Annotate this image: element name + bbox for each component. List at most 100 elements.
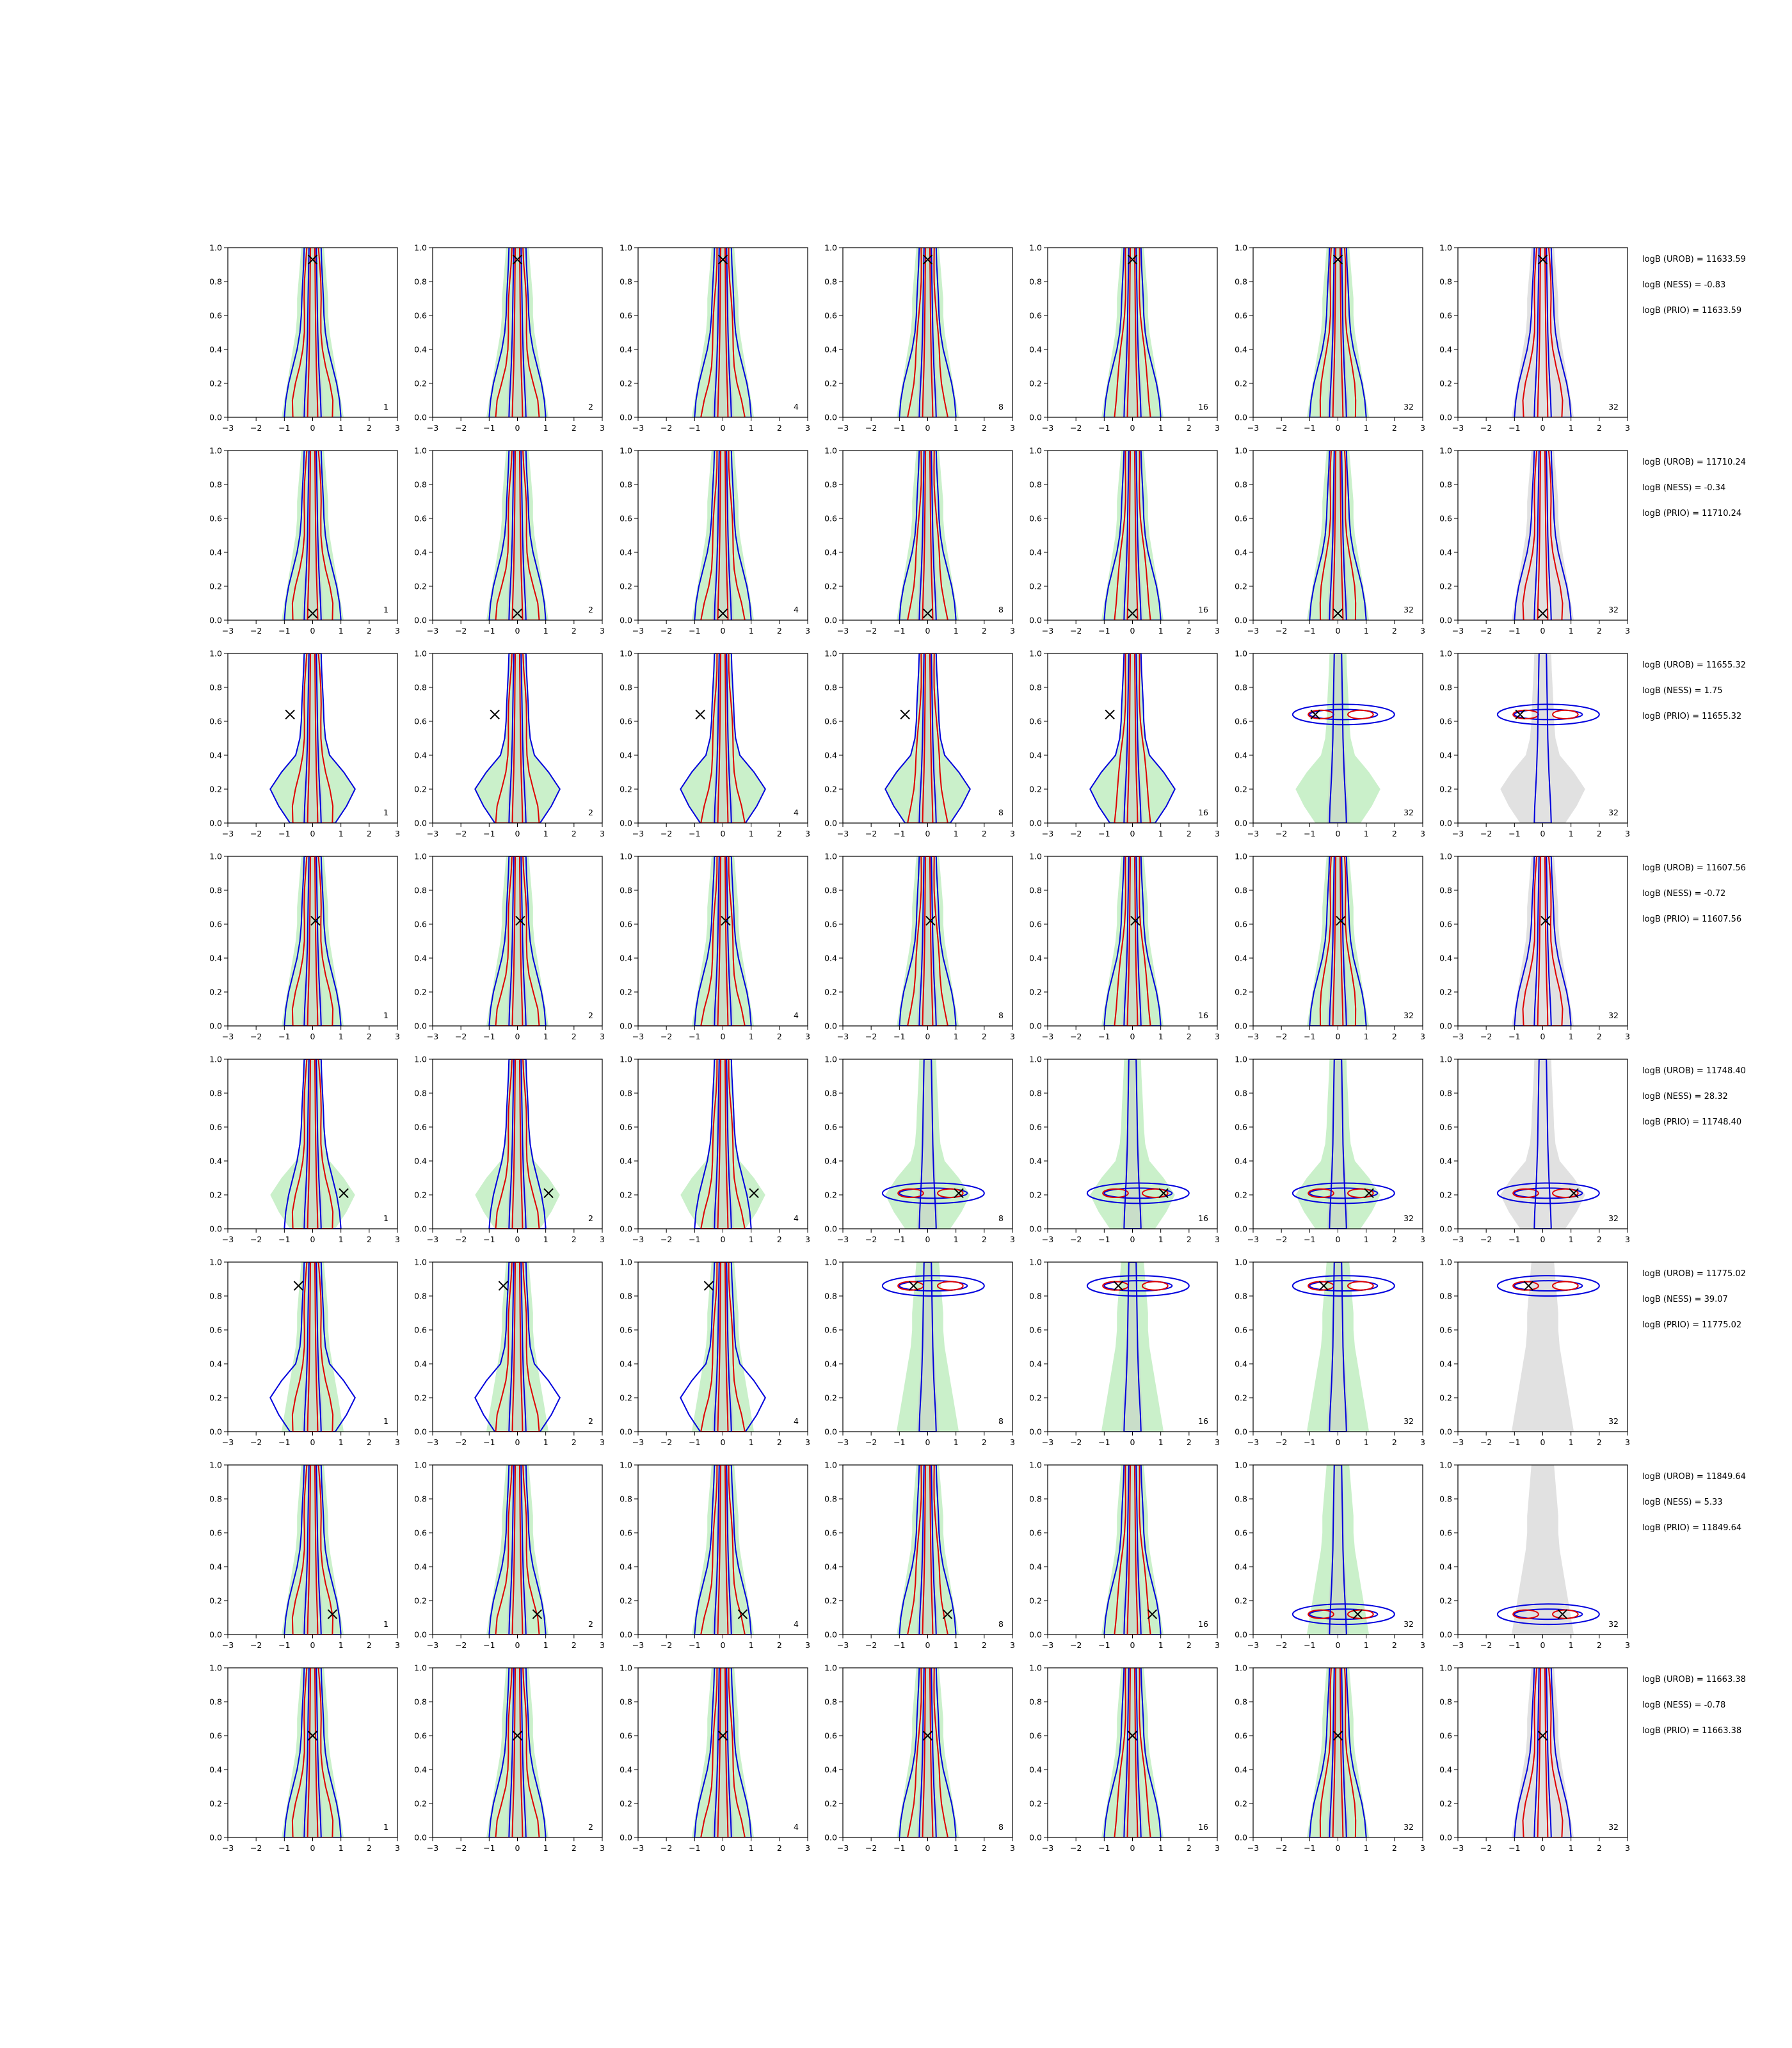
y-tick-label: 0.0: [1439, 1427, 1452, 1437]
contour-blue: [1123, 248, 1142, 417]
y-tick-label: 0.0: [414, 413, 427, 422]
x-tick-label: 2: [1187, 829, 1192, 838]
true-value-marker: [1557, 1609, 1568, 1619]
x-tick-label: −1: [278, 829, 290, 838]
contour-blue: [899, 248, 957, 417]
x-tick-label: −3: [837, 1640, 849, 1650]
x-tick-label: 3: [1215, 423, 1220, 433]
y-tick-label: 0.6: [620, 920, 632, 929]
x-tick-label: 1: [1364, 829, 1369, 838]
contour-red: [907, 1465, 948, 1635]
subplot-r4-c4: −3 −2 −1 0 1 2 3 0.0 0.2 0.4 0.6 0.8 1.0 8: [824, 852, 1015, 1042]
x-tick-label: 3: [1010, 1843, 1015, 1853]
density-fill: [1511, 451, 1574, 620]
contour-red: [307, 653, 319, 823]
y-tick-label: 0.6: [1439, 717, 1452, 726]
density-fill: [1101, 1668, 1164, 1837]
contour-blue: [488, 856, 547, 1026]
true-value-marker: [749, 1188, 759, 1199]
y-tick-label: 0.8: [414, 1494, 427, 1504]
contour-blue: [918, 248, 937, 417]
y-tick-label: 0.0: [1235, 413, 1247, 422]
true-value-marker: [1540, 915, 1551, 926]
y-tick-label: 0.8: [1235, 1697, 1247, 1707]
plot-area: [691, 1465, 755, 1635]
y-tick-label: 1.0: [414, 1663, 427, 1673]
x-tick-label: 2: [572, 626, 577, 636]
subplot-r3-c6: −3 −2 −1 0 1 2 3 0.0 0.2 0.4 0.6 0.8 1.0 32: [1235, 649, 1425, 839]
density-core: [506, 653, 529, 823]
x-tick-label: 1: [1158, 1437, 1164, 1447]
plot-area: [896, 856, 959, 1026]
y-tick-label: 0.2: [209, 1393, 222, 1403]
y-tick-label: 1.0: [620, 446, 632, 456]
y-tick-label: 0.4: [824, 1562, 837, 1572]
x-tick-label: 2: [982, 1235, 987, 1244]
x-tick-label: 3: [1215, 626, 1220, 636]
contour-blue: [1089, 653, 1176, 823]
y-tick-label: 0.8: [1439, 1292, 1452, 1301]
contour-blue: [1309, 451, 1367, 620]
x-tick-label: 1: [954, 1843, 959, 1853]
y-tick-label: 0.6: [1235, 717, 1247, 726]
subplot-r8-c4: −3 −2 −1 0 1 2 3 0.0 0.2 0.4 0.6 0.8 1.0 8: [824, 1663, 1015, 1853]
density-fill: [486, 1668, 549, 1837]
density-core: [506, 248, 529, 417]
x-tick-label: −3: [222, 1640, 234, 1650]
subplot-r1-c5: −3 −2 −1 0 1 2 3 0.0 0.2 0.4 0.6 0.8 1.0 16: [1029, 243, 1220, 433]
contour-red: [307, 1059, 319, 1229]
contour-red: [495, 248, 540, 417]
contour-red: [717, 1262, 729, 1432]
x-tick-label: 3: [600, 423, 605, 433]
contour-red: [1114, 856, 1151, 1026]
density-fill: [896, 1465, 959, 1635]
x-tick-label: −2: [1276, 1437, 1287, 1447]
contour-red: [1537, 248, 1549, 417]
contour-red: [495, 1262, 540, 1432]
x-tick-label: 2: [1597, 1640, 1602, 1650]
x-tick-label: 3: [1215, 1640, 1220, 1650]
contour-red: [1522, 451, 1564, 620]
y-tick-label: 0.4: [1235, 1765, 1247, 1775]
y-tick-label: 0.0: [620, 616, 632, 625]
density-core: [712, 451, 734, 620]
x-tick-label: −1: [689, 1843, 700, 1853]
y-tick-label: 0.2: [1439, 1190, 1452, 1200]
contour-red: [291, 451, 334, 620]
x-tick-label: 1: [339, 1843, 344, 1853]
y-tick-label: 0.4: [414, 1359, 427, 1369]
x-tick-label: −1: [1304, 626, 1315, 636]
x-tick-label: 1: [954, 1640, 959, 1650]
contour-blue: [284, 451, 342, 620]
contour-blue: [1123, 653, 1142, 823]
subplot-annotation: 8: [998, 402, 1004, 412]
plot-area: [486, 451, 549, 620]
contour-red: [936, 1281, 964, 1291]
contour-red: [1332, 1668, 1344, 1837]
density-fill: [1090, 653, 1175, 823]
y-tick-label: 0.8: [824, 683, 837, 692]
subplot-annotation: 32: [1608, 605, 1619, 614]
contour-blue: [694, 856, 752, 1026]
x-tick-label: −3: [222, 829, 234, 838]
plot-area: [1086, 1059, 1190, 1229]
x-tick-label: 0: [1540, 829, 1546, 838]
x-tick-label: 3: [1420, 626, 1425, 636]
plot-area: [1101, 1668, 1164, 1837]
true-value-marker: [285, 709, 295, 720]
y-tick-label: 0.2: [1439, 988, 1452, 997]
x-tick-label: 3: [1625, 626, 1630, 636]
y-tick-label: 1.0: [620, 1055, 632, 1064]
true-value-marker: [1105, 709, 1115, 720]
x-tick-label: −3: [837, 1032, 849, 1041]
x-tick-label: 2: [777, 1843, 782, 1853]
y-tick-label: 0.0: [1235, 616, 1247, 625]
y-tick-label: 0.8: [620, 277, 632, 287]
x-tick-label: 3: [1215, 1843, 1220, 1853]
contour-blue: [303, 1262, 322, 1432]
x-tick-label: −1: [689, 1032, 700, 1041]
x-tick-label: 1: [954, 1032, 959, 1041]
true-value-marker: [1113, 1281, 1124, 1291]
x-tick-label: −1: [483, 1032, 495, 1041]
y-tick-label: 0.4: [414, 954, 427, 963]
